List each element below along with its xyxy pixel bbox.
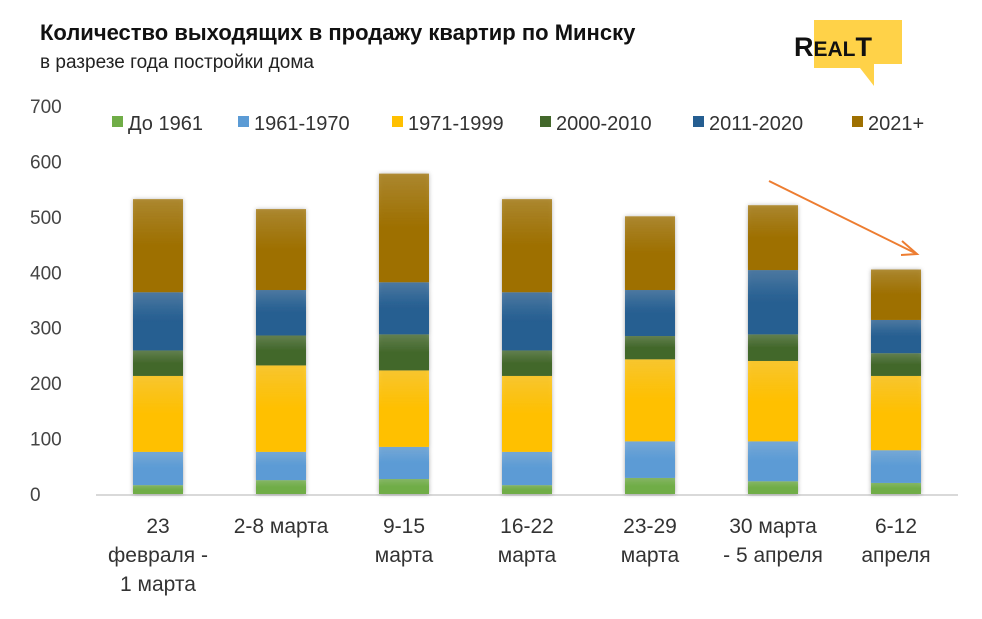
bar-segment [256, 480, 306, 494]
bar-segment [748, 441, 798, 482]
bar-segment [133, 292, 183, 351]
x-category-label: 9-15 [383, 515, 425, 538]
bar-stack [502, 199, 552, 494]
y-tick-label: 0 [30, 485, 41, 506]
y-tick-label: 200 [30, 374, 62, 395]
bar-stack [625, 216, 675, 494]
y-tick-label: 700 [30, 97, 62, 118]
realt-logo [814, 20, 902, 86]
legend-swatch [693, 116, 704, 127]
bar-segment [502, 199, 552, 293]
bar-segment [133, 485, 183, 494]
x-category-label: апреля [861, 544, 930, 567]
bar-segment [625, 290, 675, 337]
bar-segment [625, 441, 675, 478]
bar-segment [748, 360, 798, 442]
legend-label: 1971-1999 [408, 113, 504, 135]
bar-segment [133, 199, 183, 293]
legend-swatch [238, 116, 249, 127]
y-tick-label: 100 [30, 430, 62, 451]
bar-segment [625, 216, 675, 291]
bar-segment [625, 477, 675, 494]
bar-stack [748, 205, 798, 494]
bar-segment [502, 292, 552, 351]
bar-segment [748, 334, 798, 361]
bar-segment [379, 334, 429, 371]
bar-segment [379, 370, 429, 447]
x-category-label: 30 марта [729, 515, 817, 538]
bar-segment [502, 375, 552, 452]
bar-stack [256, 209, 306, 494]
legend-label: До 1961 [128, 113, 203, 135]
legend-swatch [392, 116, 403, 127]
legend-label: 2021+ [868, 113, 924, 135]
x-category-label: 1 марта [120, 573, 196, 596]
legend-swatch [540, 116, 551, 127]
bar-segment [256, 335, 306, 366]
bar-segment [871, 375, 921, 451]
x-category-label: марта [498, 544, 557, 567]
bar-segment [256, 209, 306, 291]
bar-segment [133, 375, 183, 452]
x-category-label: марта [621, 544, 680, 567]
bar-segment [379, 479, 429, 494]
bar-segment [502, 451, 552, 486]
bar-segment [256, 365, 306, 452]
bar-segment [502, 485, 552, 494]
bar-segment [625, 336, 675, 360]
chart-subtitle: в разрезе года постройки дома [40, 52, 314, 73]
x-category-label: 23 [146, 515, 169, 538]
chart-title: Количество выходящих в продажу квартир п… [40, 20, 636, 45]
bar-segment [133, 451, 183, 486]
trend-arrow [768, 180, 918, 255]
bar-segment [871, 319, 921, 354]
y-tick-label: 400 [30, 263, 62, 284]
legend-label: 2000-2010 [556, 113, 652, 135]
bar-segment [748, 205, 798, 271]
x-category-label: 23-29 [623, 515, 677, 538]
arrow-head [900, 240, 920, 256]
bar-segment [379, 173, 429, 283]
bar-segment [871, 269, 921, 320]
bar-segment [379, 282, 429, 335]
bar-segment [748, 270, 798, 335]
y-tick-label: 300 [30, 319, 62, 340]
x-category-label: 6-12 [875, 515, 917, 538]
bar-stack [133, 199, 183, 494]
logo-text: REALT [794, 32, 872, 62]
bar-segment [871, 450, 921, 483]
legend-swatch [112, 116, 123, 127]
bar-segment [871, 353, 921, 376]
bar-segment [871, 482, 921, 494]
legend-label: 1961-1970 [254, 113, 350, 135]
x-category-label: марта [375, 544, 434, 567]
bar-segment [625, 359, 675, 442]
legend-swatch [852, 116, 863, 127]
bar-stack [379, 173, 429, 494]
y-tick-label: 500 [30, 208, 62, 229]
bar-segment [379, 446, 429, 480]
bar-segment [502, 350, 552, 376]
bar-segment [133, 350, 183, 376]
x-category-label: - 5 апреля [723, 544, 823, 567]
bar-segment [748, 481, 798, 494]
x-category-label: февраля - [108, 544, 208, 567]
bar-segment [256, 290, 306, 336]
bar-stack [871, 269, 921, 494]
legend-label: 2011-2020 [709, 113, 803, 135]
x-category-label: 16-22 [500, 515, 554, 538]
y-tick-label: 600 [30, 152, 62, 173]
x-category-label: 2-8 марта [234, 515, 329, 538]
bar-segment [256, 451, 306, 481]
